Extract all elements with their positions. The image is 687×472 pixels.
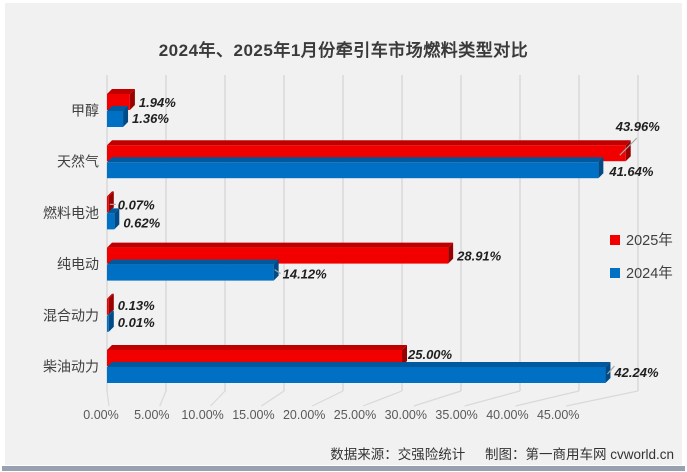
- x-tick-label: 5.00%: [134, 408, 169, 422]
- data-label-s0-c1: 43.96%: [615, 119, 661, 134]
- legend-label-2024: 2024年: [626, 266, 673, 282]
- gridline-foot: [311, 390, 344, 407]
- bar-top-face: [107, 310, 114, 316]
- x-tick-label: 40.00%: [486, 408, 528, 422]
- bar-s1-c0: [107, 111, 124, 127]
- data-label-s0-c3: 28.91%: [456, 249, 502, 264]
- bar-side-face: [402, 345, 407, 366]
- bar-top-face: [107, 89, 135, 94]
- data-label-s1-c1: 41.64%: [608, 164, 654, 179]
- gridline-foot: [261, 390, 285, 407]
- bar-side-face: [605, 362, 611, 383]
- bar-side-face: [123, 106, 129, 127]
- bottom-accent-strip: [2, 466, 685, 471]
- bar-s1-c3: [107, 264, 274, 281]
- x-tick-label: 35.00%: [435, 408, 477, 422]
- data-source-text: 数据来源：交强险统计: [330, 447, 466, 462]
- legend-item-2024: 2024年: [610, 262, 673, 283]
- x-tick-label: 10.00%: [181, 408, 223, 422]
- x-tick-label: 0.00%: [83, 408, 118, 422]
- x-tick-label: 30.00%: [385, 408, 427, 422]
- bar-s0-c4: [107, 298, 109, 315]
- bar-side-face: [114, 208, 120, 230]
- bar-side-face: [108, 310, 114, 332]
- category-label: 纯电动: [57, 256, 99, 272]
- bar-top-face: [107, 345, 407, 350]
- gridline-foot: [362, 390, 403, 407]
- data-label-s1-c4: 0.01%: [118, 315, 155, 330]
- legend-swatch-2024: [610, 267, 620, 278]
- bar-top-face: [107, 259, 279, 265]
- data-label-s0-c5: 25.00%: [407, 347, 453, 362]
- gridline-foot: [159, 390, 167, 407]
- bar-top-face: [107, 157, 604, 163]
- label-leader-line: [619, 137, 638, 156]
- bar-top-face: [107, 242, 454, 248]
- chart-title: 2024年、2025年1月份牵引车市场燃料类型对比: [158, 41, 529, 60]
- bar-top-face: [107, 191, 114, 197]
- category-label: 柴油动力: [43, 359, 99, 375]
- x-tick-label: 20.00%: [283, 408, 325, 422]
- bar-s1-c4: [107, 315, 109, 332]
- data-label-s1-c5: 42.24%: [613, 365, 659, 380]
- bar-s1-c2: [107, 213, 115, 230]
- bar-top-face: [107, 140, 631, 146]
- bar-top-face: [107, 106, 129, 111]
- bar-side-face: [108, 293, 114, 315]
- legend-swatch-2025: [610, 234, 620, 245]
- data-label-s1-c2: 0.62%: [123, 215, 160, 230]
- bar-top-face: [107, 362, 611, 367]
- gridline-foot: [464, 390, 521, 407]
- data-label-s1-c0: 1.36%: [132, 111, 169, 126]
- gridline-foot: [106, 390, 110, 407]
- label-leader-line: [274, 269, 281, 275]
- bar-top-face: [107, 293, 114, 299]
- category-label: 甲醇: [71, 103, 99, 119]
- category-label: 混合动力: [43, 307, 99, 323]
- x-tick-label: 45.00%: [537, 408, 579, 422]
- category-label: 燃料电池: [43, 205, 99, 221]
- bar-side-face: [598, 157, 604, 179]
- data-label-s0-c0: 1.94%: [139, 95, 176, 110]
- x-tick-label: 25.00%: [334, 408, 376, 422]
- gridline-foot: [210, 390, 226, 407]
- chart-footer: 数据来源：交强险统计 制图：第一商用车网 cvworld.cn: [330, 443, 674, 463]
- data-label-s1-c3: 14.12%: [283, 267, 328, 282]
- bar-s1-c1: [107, 162, 599, 179]
- bar-side-face: [129, 89, 135, 110]
- legend-item-2025: 2025年: [610, 229, 673, 250]
- gridline-foot: [413, 390, 462, 407]
- bar-side-face: [448, 242, 454, 264]
- x-tick-label: 15.00%: [232, 408, 274, 422]
- data-label-s0-c4: 0.13%: [118, 298, 155, 313]
- legend: 2025年 2024年: [610, 229, 673, 283]
- gridline-foot: [566, 390, 639, 407]
- gridline-foot: [515, 390, 580, 407]
- credit-text: 制图：第一商用车网 cvworld.cn: [484, 447, 674, 462]
- data-label-s0-c2: 0.07%: [118, 197, 155, 212]
- bar-top-face: [107, 208, 120, 214]
- label-leader-line: [606, 365, 615, 375]
- category-label: 天然气: [57, 154, 99, 170]
- legend-label-2025: 2025年: [626, 233, 673, 249]
- bar-s1-c5: [107, 367, 606, 383]
- bar-side-face: [108, 191, 114, 213]
- bar-s0-c2: [107, 196, 109, 213]
